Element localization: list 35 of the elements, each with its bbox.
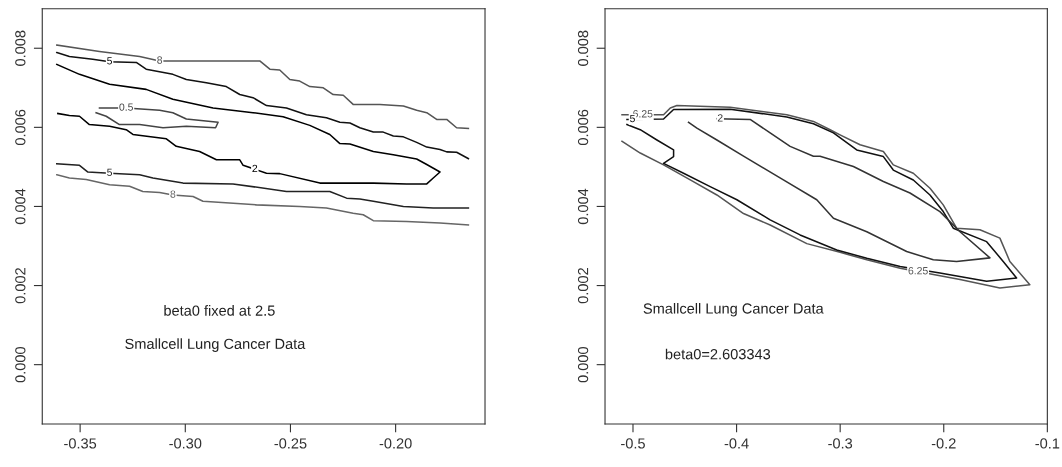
series-label: 5 [629, 114, 635, 123]
x-tick-label: -0.4 [724, 438, 749, 449]
x-tick-label: -0.2 [931, 438, 956, 449]
series-label: 6.25 [908, 267, 928, 275]
line-series [56, 44, 470, 130]
series-label: 2 [252, 164, 258, 172]
x-tick-label: -0.30 [169, 438, 202, 449]
annotation: Smallcell Lung Cancer Data [125, 338, 306, 352]
x-tick-label: -0.20 [379, 438, 412, 449]
line-series [56, 162, 470, 209]
y-tick-label: 0.002 [15, 268, 26, 304]
y-tick-label: 0.008 [15, 30, 26, 66]
x-tick-label: -0.25 [274, 438, 307, 449]
series-label: 5 [107, 168, 113, 177]
y-tick-label: 0.006 [577, 109, 589, 146]
annotation: beta0 fixed at 2.5 [164, 305, 275, 316]
x-tick-label: -0.3 [828, 438, 853, 449]
x-tick-label: -0.5 [621, 438, 645, 449]
annotation: Smallcell Lung Cancer Data [643, 302, 824, 317]
y-tick-label: 0.000 [577, 346, 589, 383]
y-tick-label: 0.008 [577, 30, 589, 66]
y-tick-label: 0.004 [577, 188, 589, 225]
x-tick-label: -0.35 [64, 438, 97, 449]
series-label: 2 [717, 114, 723, 122]
series-label: 5 [107, 57, 113, 65]
series-label: 8 [157, 56, 163, 64]
y-tick-label: 0.002 [577, 268, 589, 304]
line-series [56, 174, 470, 226]
x-tick-label: -0.1 [1035, 438, 1060, 449]
line-series [56, 63, 441, 185]
y-tick-label: 0.004 [15, 188, 26, 225]
y-tick-label: 0.006 [15, 109, 26, 146]
line-series [56, 51, 470, 160]
annotation: beta0=2.603343 [665, 348, 771, 360]
y-tick-label: 0.000 [15, 346, 26, 383]
